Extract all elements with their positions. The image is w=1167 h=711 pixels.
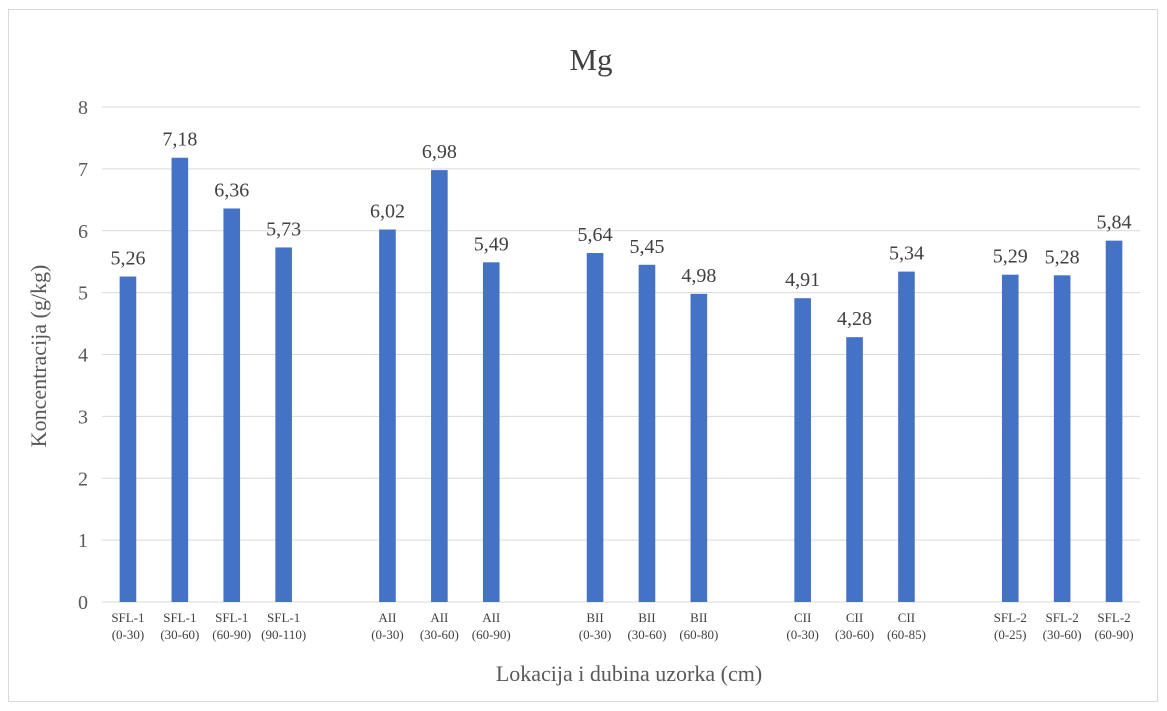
data-label: 6,36	[214, 179, 249, 201]
data-labels: 5,26 7,18 6,36 5,73 6,02 6,98 5,49 5,64 5,45 4,98…	[110, 129, 1131, 330]
y-tick-label: 1	[78, 530, 88, 552]
y-tick-label: 5	[78, 283, 88, 305]
y-axis-title: Koncentracija (g/kg)	[26, 265, 51, 448]
x-tick-sublabel: (0-30)	[786, 627, 819, 642]
bar	[1001, 274, 1019, 602]
x-tick-sublabel: (0-30)	[579, 627, 612, 642]
x-tick-label: SFL-2	[994, 610, 1027, 625]
x-tick-label: AII	[430, 610, 448, 625]
bar	[1105, 240, 1123, 602]
x-tick-sublabel: (30-60)	[627, 627, 666, 642]
chart-frame	[8, 9, 1158, 702]
data-label: 5,49	[474, 233, 509, 255]
y-tick-label: 4	[78, 345, 88, 367]
x-tick-sublabel: (60-90)	[472, 627, 511, 642]
bar	[482, 262, 500, 602]
y-tick-label: 8	[78, 97, 88, 119]
y-tick-label: 7	[78, 159, 88, 181]
data-label: 5,26	[110, 248, 145, 270]
x-tick-label: SFL-1	[215, 610, 248, 625]
x-tick-label: SFL-1	[267, 610, 300, 625]
x-tick-label: BII	[690, 610, 707, 625]
x-tick-label: AII	[378, 610, 396, 625]
gridlines	[102, 106, 1140, 603]
bar	[638, 264, 656, 602]
bar	[794, 298, 811, 602]
x-tick-sublabel: (90-110)	[261, 627, 306, 642]
x-tick-sublabel: (0-30)	[112, 627, 145, 642]
data-label: 4,98	[681, 265, 716, 287]
x-tick-sublabel: (30-60)	[420, 627, 459, 642]
x-tick-sublabel: (0-25)	[994, 627, 1027, 642]
bar	[223, 208, 241, 602]
x-tick-label: BII	[638, 610, 655, 625]
y-tick-label: 2	[78, 468, 88, 490]
x-tick-sublabel: (60-90)	[1095, 627, 1134, 642]
x-tick-sublabel: (60-85)	[887, 627, 926, 642]
bar	[119, 276, 137, 602]
chart-title: Mg	[569, 42, 612, 77]
x-axis-title: Lokacija i dubina uzorka (cm)	[496, 661, 762, 686]
x-tick-label: CII	[846, 610, 863, 625]
y-tick-label: 3	[78, 406, 88, 428]
x-tick-label: SFL-1	[111, 610, 144, 625]
x-tick-label: BII	[586, 610, 603, 625]
data-label: 5,45	[629, 236, 664, 258]
y-axis-ticks: 0 1 2 3 4 5 6 7 8	[78, 97, 88, 614]
x-tick-label: SFL-2	[1097, 610, 1130, 625]
bar	[898, 271, 915, 602]
data-label: 5,73	[266, 218, 301, 240]
data-label: 4,28	[837, 308, 872, 330]
data-label: 5,28	[1045, 246, 1080, 268]
data-label: 6,02	[370, 201, 405, 223]
data-label: 6,98	[422, 141, 457, 163]
data-label: 7,18	[162, 129, 197, 151]
y-tick-label: 0	[78, 592, 88, 614]
bar	[275, 247, 292, 603]
data-label: 5,84	[1097, 212, 1132, 234]
bar	[846, 337, 863, 602]
data-label: 4,91	[785, 269, 820, 291]
x-tick-sublabel: (30-60)	[835, 627, 874, 642]
bar	[171, 157, 189, 603]
y-tick-label: 6	[78, 221, 88, 243]
data-label: 5,34	[889, 243, 924, 265]
bar	[1053, 275, 1071, 602]
x-axis-ticks: SFL-1 (0-30) SFL-1 (30-60) SFL-1 (60-90) SFL-1…	[111, 610, 1133, 642]
x-tick-label: CII	[898, 610, 915, 625]
bar	[431, 170, 448, 603]
x-tick-label: SFL-2	[1046, 610, 1079, 625]
x-tick-sublabel: (0-30)	[371, 627, 404, 642]
x-tick-sublabel: (30-60)	[1043, 627, 1082, 642]
data-label: 5,29	[993, 246, 1028, 268]
bar	[586, 253, 604, 602]
data-label: 5,64	[578, 224, 613, 246]
x-tick-sublabel: (60-80)	[679, 627, 718, 642]
x-tick-label: SFL-1	[163, 610, 196, 625]
bar	[690, 293, 708, 602]
x-tick-sublabel: (30-60)	[160, 627, 199, 642]
bars	[119, 157, 1123, 603]
x-tick-sublabel: (60-90)	[212, 627, 251, 642]
x-tick-label: CII	[794, 610, 811, 625]
bar	[379, 229, 396, 602]
x-tick-label: AII	[482, 610, 500, 625]
